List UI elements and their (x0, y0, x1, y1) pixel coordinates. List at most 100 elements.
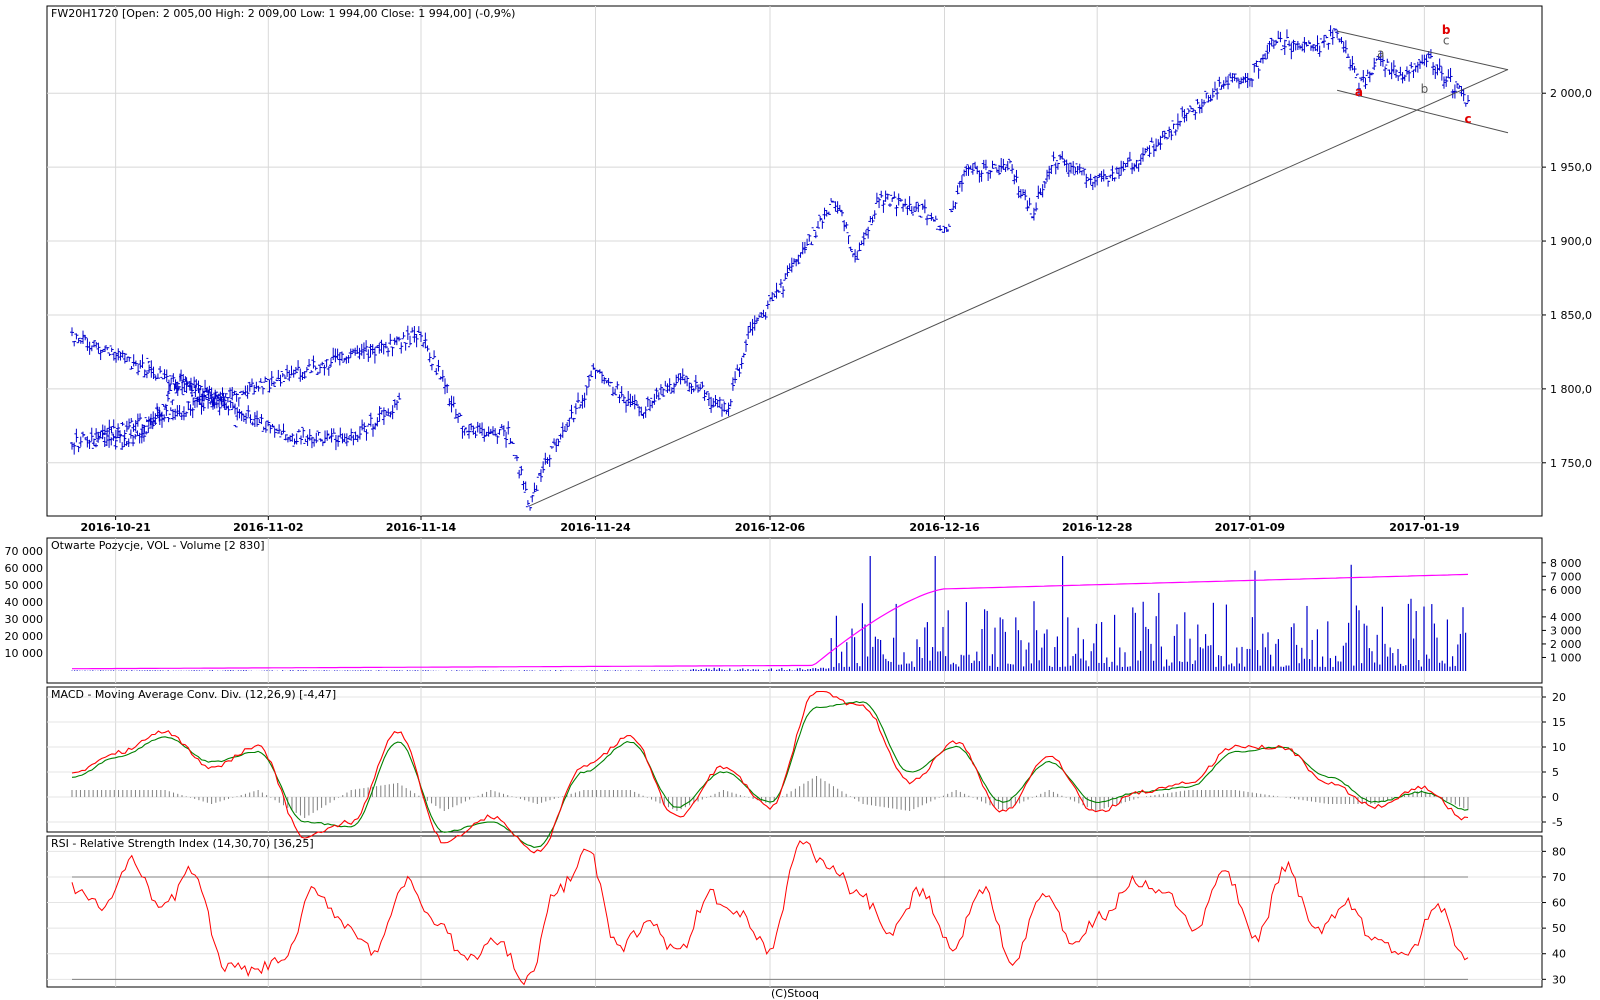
price-bar-560 (829, 198, 834, 205)
price-bar-170 (307, 429, 312, 441)
price-bar-155 (274, 428, 279, 434)
price-bar-293 (245, 385, 250, 399)
price-bar-16 (126, 438, 131, 447)
price-bar-679 (1088, 173, 1093, 185)
price-bar-449 (586, 375, 591, 387)
price-bar-663 (1053, 162, 1058, 175)
price-bar-715 (1167, 126, 1172, 138)
price-bar-711 (1158, 135, 1163, 150)
price-bar-298 (256, 385, 261, 392)
price-bar-517 (735, 364, 740, 371)
price-bar-636 (994, 167, 999, 173)
price-bar-681 (1093, 175, 1098, 188)
price-bar-284 (225, 397, 230, 403)
price-bar-674 (1077, 163, 1082, 174)
price-bar-710 (1156, 139, 1161, 147)
wave-label-1: b (1442, 23, 1451, 37)
price-bar-751 (1245, 72, 1250, 88)
price-bar-762 (1269, 37, 1274, 47)
price-bar-233 (113, 430, 118, 440)
price-bar-541 (787, 263, 792, 271)
price-bar-228 (102, 425, 107, 436)
price-bar-551 (809, 241, 814, 246)
price-bar-720 (1178, 120, 1183, 127)
price-bar-239 (127, 418, 132, 430)
price-bar-512 (724, 409, 729, 415)
price-bar-328 (322, 364, 327, 376)
price-bar-471 (634, 400, 639, 407)
volume-panel-title: Otwarte Pozycje, VOL - Volume [2 830] (51, 539, 265, 552)
price-bar-412 (506, 421, 511, 435)
price-bar-61 (146, 357, 151, 364)
price-bar-332 (331, 347, 336, 361)
price-bar-274 (203, 394, 208, 400)
price-bar-200 (373, 422, 378, 430)
volume-left-tick-6: 10 000 (5, 647, 44, 660)
price-bar-462 (615, 381, 620, 390)
price-bar-80 (109, 345, 114, 352)
price-bar-605 (927, 214, 932, 219)
price-bar-190 (351, 434, 356, 446)
price-bar-75 (98, 349, 103, 361)
price-bar-846 (1452, 84, 1457, 99)
volume-panel-frame (46, 537, 1543, 684)
price-bar-344 (357, 347, 362, 360)
price-bar-664 (1055, 160, 1060, 170)
price-bar-391 (460, 426, 465, 439)
price-bar-329 (324, 359, 329, 368)
price-bar-537 (778, 278, 783, 288)
price-bar-99 (151, 366, 156, 380)
price-bar-655 (1036, 185, 1041, 199)
price-bar-269 (192, 399, 197, 409)
price-bar-253 (157, 409, 162, 426)
rsi-tick-4: 40 (1552, 948, 1566, 961)
price-bar-379 (434, 368, 439, 376)
price-bar-285 (228, 387, 233, 398)
price-bar-566 (842, 220, 847, 232)
price-bar-355 (381, 343, 386, 355)
price-bar-166 (299, 435, 304, 445)
price-bar-621 (962, 169, 967, 177)
price-bar-552 (811, 227, 816, 231)
price-bar-774 (1295, 40, 1300, 51)
price-bar-79 (107, 352, 112, 356)
price-bar-418 (519, 465, 524, 476)
price-bar-516 (733, 371, 738, 384)
price-bar-290 (239, 390, 244, 393)
price-bar-818 (1391, 60, 1396, 74)
price-bar-314 (291, 369, 296, 378)
price-bar-496 (689, 382, 694, 394)
price-bar-378 (432, 350, 437, 360)
price-bar-567 (844, 222, 849, 229)
price-bar-235 (118, 434, 123, 438)
price-bar-361 (394, 336, 399, 346)
price-bar-553 (813, 231, 818, 239)
price-bar-173 (314, 432, 319, 444)
price-bar-242 (133, 420, 138, 432)
price-bar-420 (523, 481, 528, 493)
price-bar-577 (866, 226, 871, 239)
price-bar-118 (193, 384, 198, 398)
price-panel-frame (46, 5, 1543, 517)
price-bar-140 (241, 414, 246, 422)
price-bar-469 (630, 395, 635, 406)
price-bar-325 (315, 371, 320, 376)
price-bar-320 (304, 366, 309, 373)
price-bar-208 (390, 405, 395, 420)
price-bar-132 (224, 402, 229, 410)
price-bar-801 (1354, 73, 1359, 79)
price-bar-712 (1160, 131, 1165, 138)
price-bar-222 (89, 427, 94, 442)
price-bar-563 (835, 201, 840, 214)
price-bar-97 (147, 364, 152, 373)
price-bar-161 (288, 435, 293, 442)
price-bar-587 (887, 203, 892, 208)
price-bar-480 (654, 387, 659, 399)
price-bar-368 (410, 327, 415, 333)
volume-right-tick-5: 2 000 (1550, 638, 1582, 651)
price-bar-403 (486, 426, 491, 437)
price-bar-583 (879, 190, 884, 198)
price-bar-195 (362, 422, 367, 432)
volume-left-tick-2: 50 000 (5, 579, 44, 592)
price-bar-201 (375, 417, 380, 427)
